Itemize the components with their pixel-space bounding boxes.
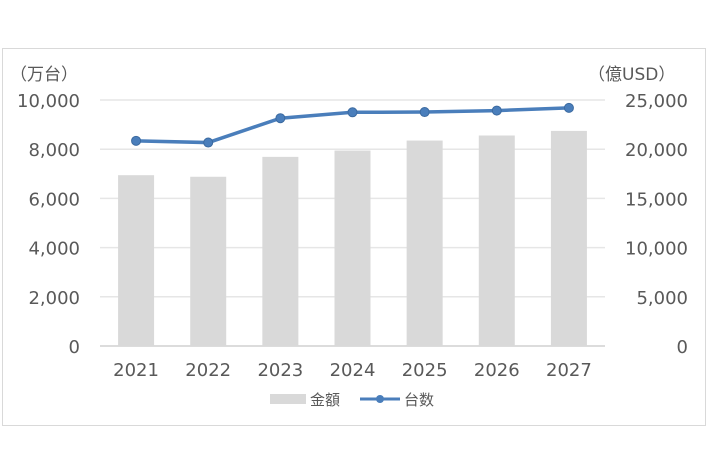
chart-frame	[2, 48, 706, 426]
right-tick-label: 10,000	[625, 239, 688, 260]
right-tick-label: 0	[677, 337, 688, 358]
left-tick-label: 8,000	[28, 140, 80, 161]
point-2025	[419, 107, 430, 118]
left-tick-label: 6,000	[28, 189, 80, 210]
legend-line-label: 台数	[404, 391, 434, 409]
right-tick-label: 15,000	[625, 189, 688, 210]
bar-2021	[118, 175, 155, 346]
legend-bar-label: 金額	[310, 391, 340, 409]
bar-2022	[190, 176, 227, 346]
point-2022	[203, 137, 214, 148]
left-tick-label: 10,000	[17, 91, 80, 112]
left-tick-label: 2,000	[28, 288, 80, 309]
point-2021	[131, 135, 142, 146]
bar-2024	[334, 150, 371, 346]
bar-2025	[406, 140, 443, 346]
x-tick-label: 2025	[402, 360, 448, 381]
right-axis-unit: （億USD）	[588, 65, 675, 85]
bar-2026	[478, 135, 515, 346]
x-tick-label: 2022	[185, 360, 231, 381]
legend: 金額 台数	[270, 391, 434, 409]
left-axis-unit: （万台）	[10, 65, 78, 85]
left-tick-label: 4,000	[28, 239, 80, 260]
x-tick-label: 2026	[474, 360, 520, 381]
point-2026	[491, 105, 502, 116]
point-2027	[563, 102, 574, 113]
right-tick-label: 20,000	[625, 140, 688, 161]
right-tick-label: 25,000	[625, 91, 688, 112]
x-tick-label: 2027	[546, 360, 592, 381]
point-2023	[275, 113, 286, 124]
x-tick-label: 2021	[113, 360, 159, 381]
x-tick-label: 2023	[257, 360, 303, 381]
bar-2023	[262, 156, 299, 346]
point-2024	[347, 107, 358, 118]
right-tick-label: 5,000	[636, 288, 688, 309]
bar-2027	[550, 130, 587, 346]
x-tick-label: 2024	[330, 360, 376, 381]
legend-bar-swatch	[270, 394, 306, 404]
left-tick-label: 0	[69, 337, 80, 358]
legend-line-marker	[376, 395, 384, 403]
